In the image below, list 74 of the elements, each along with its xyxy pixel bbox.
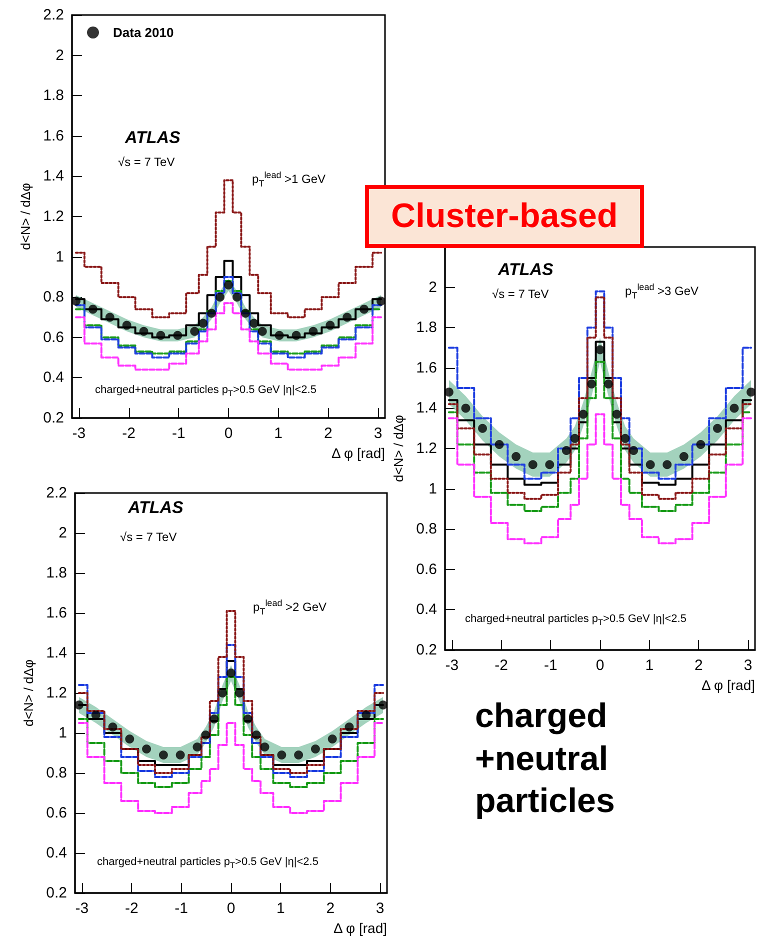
y-tick-label: 1.8 — [46, 564, 67, 582]
x-tick-label: 1 — [645, 657, 654, 674]
y-tick-label: 0.6 — [43, 328, 64, 346]
y-axis-title: d<N> / dΔφ — [18, 183, 33, 250]
annotation: ATLAS — [128, 498, 184, 518]
y-tick-label: 0.8 — [43, 288, 64, 306]
y-tick-label: 1.6 — [416, 359, 437, 376]
y-tick-label: 0.4 — [43, 369, 64, 386]
y-tick-label: 0.2 — [46, 884, 67, 902]
legend-label: Data 2010 — [113, 25, 174, 40]
y-tick-label: 1.6 — [43, 127, 64, 144]
y-axis-title: d<N> / dΔφ — [391, 415, 406, 482]
y-tick-label: 2.2 — [43, 6, 64, 24]
y-tick-label: 1.4 — [46, 644, 67, 662]
x-tick-label: -3 — [445, 657, 459, 674]
x-tick-label: -1 — [172, 425, 186, 442]
y-tick-label: 1 — [56, 248, 64, 266]
x-axis-title: Δ φ [rad] — [702, 677, 755, 693]
annotation: √s = 7 TeV — [120, 530, 177, 544]
y-tick-label: 2 — [428, 278, 437, 296]
x-tick-label: 1 — [274, 425, 283, 442]
x-tick-label: -2 — [494, 657, 508, 674]
text: charged +neutral particles — [475, 696, 616, 822]
y-tick-label: 1.8 — [416, 319, 437, 336]
x-tick-label: 0 — [596, 657, 604, 674]
x-tick-label: -2 — [122, 425, 136, 442]
x-axis-title: Δ φ [rad] — [334, 920, 387, 936]
x-tick-label: 2 — [324, 425, 332, 442]
y-tick-label: 1 — [428, 480, 437, 498]
x-tick-label: 3 — [744, 657, 752, 674]
y-tick-label: 0.6 — [46, 804, 67, 822]
x-tick-label: 2 — [326, 900, 335, 917]
annotation: charged+neutral particles p$_{T}$>0.5 GeV |η|<2.5 — [95, 384, 316, 398]
y-tick-label: 1.2 — [46, 684, 67, 702]
y-tick-label: 2.2 — [46, 484, 67, 502]
x-tick-label: 0 — [226, 900, 236, 917]
x-tick-label: -1 — [544, 657, 558, 674]
annotation: charged+neutral particles p$_{T}$>0.5 GeV |η|<2.5 — [97, 856, 318, 870]
y-tick-label: 1.6 — [46, 604, 67, 622]
x-tick-label: 3 — [374, 425, 382, 442]
x-tick-label: -1 — [174, 900, 188, 917]
x-tick-label: -2 — [124, 900, 138, 917]
x-tick-label: 2 — [694, 657, 703, 674]
y-axis-title: d<N> / dΔφ — [21, 660, 36, 726]
y-tick-label: 0.8 — [416, 520, 437, 538]
x-axis-title: Δ φ [rad] — [332, 445, 385, 461]
y-tick-label: 1.2 — [416, 440, 437, 457]
y-tick-label: 1.4 — [416, 400, 437, 417]
y-tick-label: 0.2 — [43, 410, 64, 426]
x-tick-label: 0 — [224, 425, 233, 442]
y-tick-label: 0.4 — [416, 601, 437, 618]
y-tick-label: 1 — [58, 724, 67, 742]
annotation: ATLAS — [498, 260, 554, 280]
y-tick-label: 0.6 — [416, 560, 437, 578]
y-tick-label: 0.4 — [46, 844, 67, 862]
x-tick-label: -3 — [72, 425, 86, 442]
annotation: √s = 7 TeV — [118, 155, 175, 169]
y-tick-label: 0.8 — [46, 764, 67, 782]
annotation: p$_{T}$$^{lead}$ >3 GeV — [625, 282, 699, 300]
annotation: p$_{T}$$^{lead}$ >1 GeV — [252, 170, 326, 188]
x-tick-label: 1 — [276, 900, 285, 917]
chart-title: Cluster-based — [365, 185, 644, 248]
annotation: p$_{T}$$^{lead}$ >2 GeV — [253, 598, 327, 616]
x-tick-label: 3 — [376, 900, 384, 917]
annotation: ATLAS — [125, 128, 180, 148]
y-tick-label: 1.4 — [43, 168, 64, 185]
x-tick-label: -3 — [75, 900, 89, 917]
y-tick-label: 1.8 — [43, 87, 64, 104]
annotation: charged+neutral particles p$_{T}$>0.5 GeV |η|<2.5 — [465, 613, 686, 628]
y-tick-label: 2 — [56, 46, 64, 64]
y-tick-label: 2 — [58, 524, 67, 542]
y-tick-label: 0.2 — [416, 642, 437, 658]
annotation: √s = 7 TeV — [492, 287, 549, 301]
y-tick-label: 1.2 — [43, 208, 64, 225]
